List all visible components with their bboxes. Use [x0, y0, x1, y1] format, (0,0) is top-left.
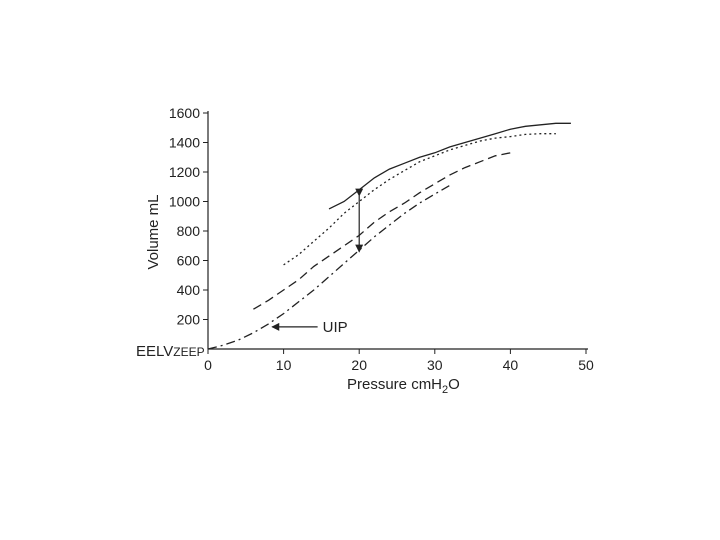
uip-label: UIP [323, 319, 348, 336]
x-tick-label: 0 [204, 357, 212, 373]
series-line-dashed [253, 152, 511, 310]
y-tick-label: 1600 [169, 105, 200, 121]
axes: 0 10 20 30 40 50 200 400 600 800 1000 1200 1400 1600 [169, 105, 594, 373]
series-line-solid [328, 122, 571, 210]
y-origin-label: EELVZEEP [136, 343, 205, 360]
series-line-dotted [283, 133, 556, 266]
annotations: UIP [271, 188, 364, 336]
x-tick-label: 30 [427, 357, 443, 373]
x-tick-label: 50 [578, 357, 594, 373]
series-group [207, 122, 571, 350]
y-tick-label: 1400 [169, 135, 200, 151]
y-tick-label: 200 [177, 312, 201, 328]
series-line-dash-dot [207, 184, 451, 350]
y-tick-label: 400 [177, 282, 201, 298]
y-tick-label: 1000 [169, 194, 200, 210]
y-tick-label: 800 [177, 223, 201, 239]
y-tick-label: 1200 [169, 164, 200, 180]
y-axis-title: Volume mL [145, 194, 162, 269]
x-tick-label: 10 [276, 357, 292, 373]
y-tick-label: 600 [177, 253, 201, 269]
x-tick-label: 20 [351, 357, 367, 373]
x-tick-label: 40 [503, 357, 519, 373]
x-axis-title: Pressure cmH2O [347, 376, 460, 396]
